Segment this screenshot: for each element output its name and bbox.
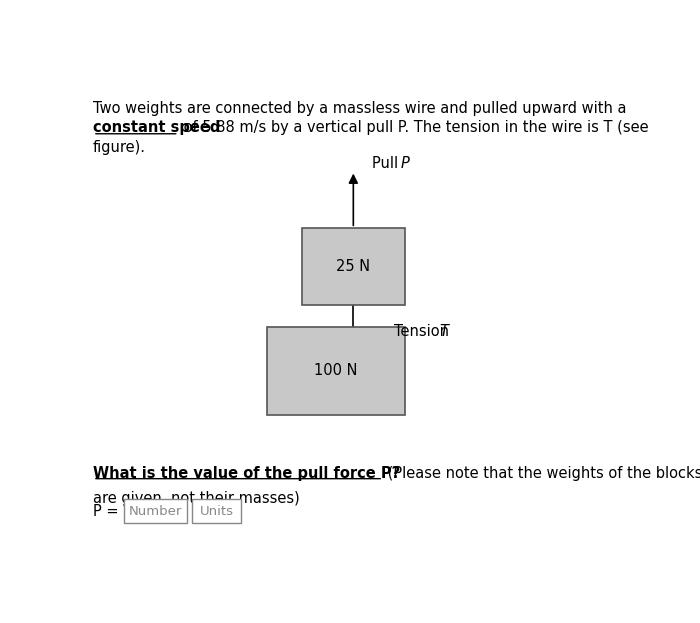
Text: Units: Units [199,505,234,518]
FancyBboxPatch shape [302,228,405,305]
Text: Number: Number [129,505,182,518]
Text: Tension: Tension [394,324,454,339]
Text: of 5.88 m/s by a vertical pull P. The tension in the wire is T (see: of 5.88 m/s by a vertical pull P. The te… [178,120,648,135]
Text: What is the value of the pull force P?: What is the value of the pull force P? [93,466,400,481]
Text: 25 N: 25 N [336,259,370,274]
Text: constant speed: constant speed [93,120,220,135]
Text: Two weights are connected by a massless wire and pulled upward with a: Two weights are connected by a massless … [93,101,626,116]
Text: P =: P = [93,504,118,519]
Text: figure).: figure). [93,140,146,155]
FancyBboxPatch shape [125,499,187,523]
FancyBboxPatch shape [267,326,405,416]
Text: (Please note that the weights of the blocks: (Please note that the weights of the blo… [383,466,700,481]
FancyBboxPatch shape [193,499,241,523]
Text: are given, not their masses): are given, not their masses) [93,491,300,506]
Text: P: P [400,156,410,171]
Text: 100 N: 100 N [314,363,358,379]
Text: T: T [439,324,448,339]
Text: Pull: Pull [372,156,403,171]
